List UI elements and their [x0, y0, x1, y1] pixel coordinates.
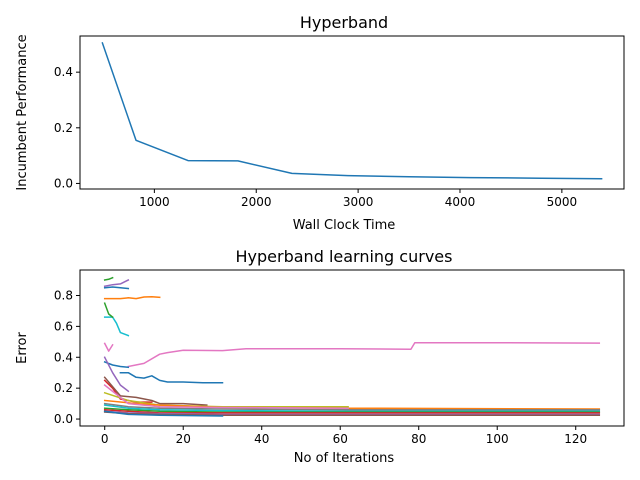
series-line-0 [101, 42, 603, 180]
x-axis-label: No of Iterations [294, 451, 395, 466]
y-tick-label: 0.4 [54, 65, 73, 79]
series-line-2 [103, 295, 161, 300]
incumbent-performance-chart: Hyperband 1000 2000 3000 4000 5000 0.0 0.2 0.4… [15, 13, 625, 233]
series-line-16 [103, 404, 601, 413]
y-tick-label: 0.8 [54, 288, 73, 302]
x-tick-label: 5000 [547, 195, 578, 209]
y-tick-label: 0.0 [54, 412, 73, 426]
axes-frame [79, 35, 625, 190]
x-tick-label: 1000 [139, 195, 170, 209]
series-line-3 [103, 276, 114, 281]
series-line-18 [103, 409, 601, 414]
y-tick-label: 0.0 [54, 176, 73, 190]
series-line-7 [103, 302, 114, 319]
y-axis: 0.0 0.2 0.4 [54, 65, 80, 190]
x-tick-label: 60 [333, 432, 348, 446]
series-line-6 [103, 316, 130, 337]
y-axis-label: Incumbent Performance [15, 34, 30, 190]
series-line-5 [103, 286, 130, 290]
series-line-4 [103, 278, 130, 288]
chart-title: Hyperband learning curves [236, 247, 453, 266]
y-axis-label: Error [15, 332, 30, 364]
x-tick-label: 20 [176, 432, 191, 446]
axes-frame [79, 269, 625, 427]
y-tick-label: 0.2 [54, 381, 73, 395]
series-line-8 [103, 342, 114, 352]
chart-title: Hyperband [300, 13, 388, 32]
plot-area [101, 42, 603, 180]
x-tick-label: 2000 [241, 195, 272, 209]
x-axis: 1000 2000 3000 4000 5000 [139, 189, 577, 209]
series-line-21 [103, 384, 349, 409]
series-line-0 [127, 341, 601, 368]
series-line-12 [103, 376, 208, 406]
x-tick-label: 4000 [445, 195, 476, 209]
learning-curves-chart: Hyperband learning curves 0 20 40 60 80 100 12… [15, 247, 625, 466]
x-tick-label: 80 [411, 432, 426, 446]
x-tick-label: 40 [254, 432, 269, 446]
series-line-1 [119, 371, 224, 384]
series-line-22 [103, 410, 224, 417]
x-axis: 0 20 40 60 80 100 120 [101, 426, 587, 446]
x-axis-label: Wall Clock Time [293, 218, 396, 233]
y-tick-label: 0.2 [54, 121, 73, 135]
series-line-15 [103, 402, 601, 411]
x-tick-label: 120 [564, 432, 587, 446]
series-line-14 [103, 399, 601, 410]
y-axis: 0.0 0.2 0.4 0.6 0.8 [54, 288, 80, 426]
x-tick-label: 0 [101, 432, 109, 446]
series-line-17 [103, 407, 601, 413]
y-tick-label: 0.6 [54, 319, 73, 333]
x-tick-label: 3000 [343, 195, 374, 209]
plot-area [103, 276, 601, 417]
x-tick-label: 100 [486, 432, 509, 446]
y-tick-label: 0.4 [54, 350, 73, 364]
series-line-10 [103, 356, 130, 393]
